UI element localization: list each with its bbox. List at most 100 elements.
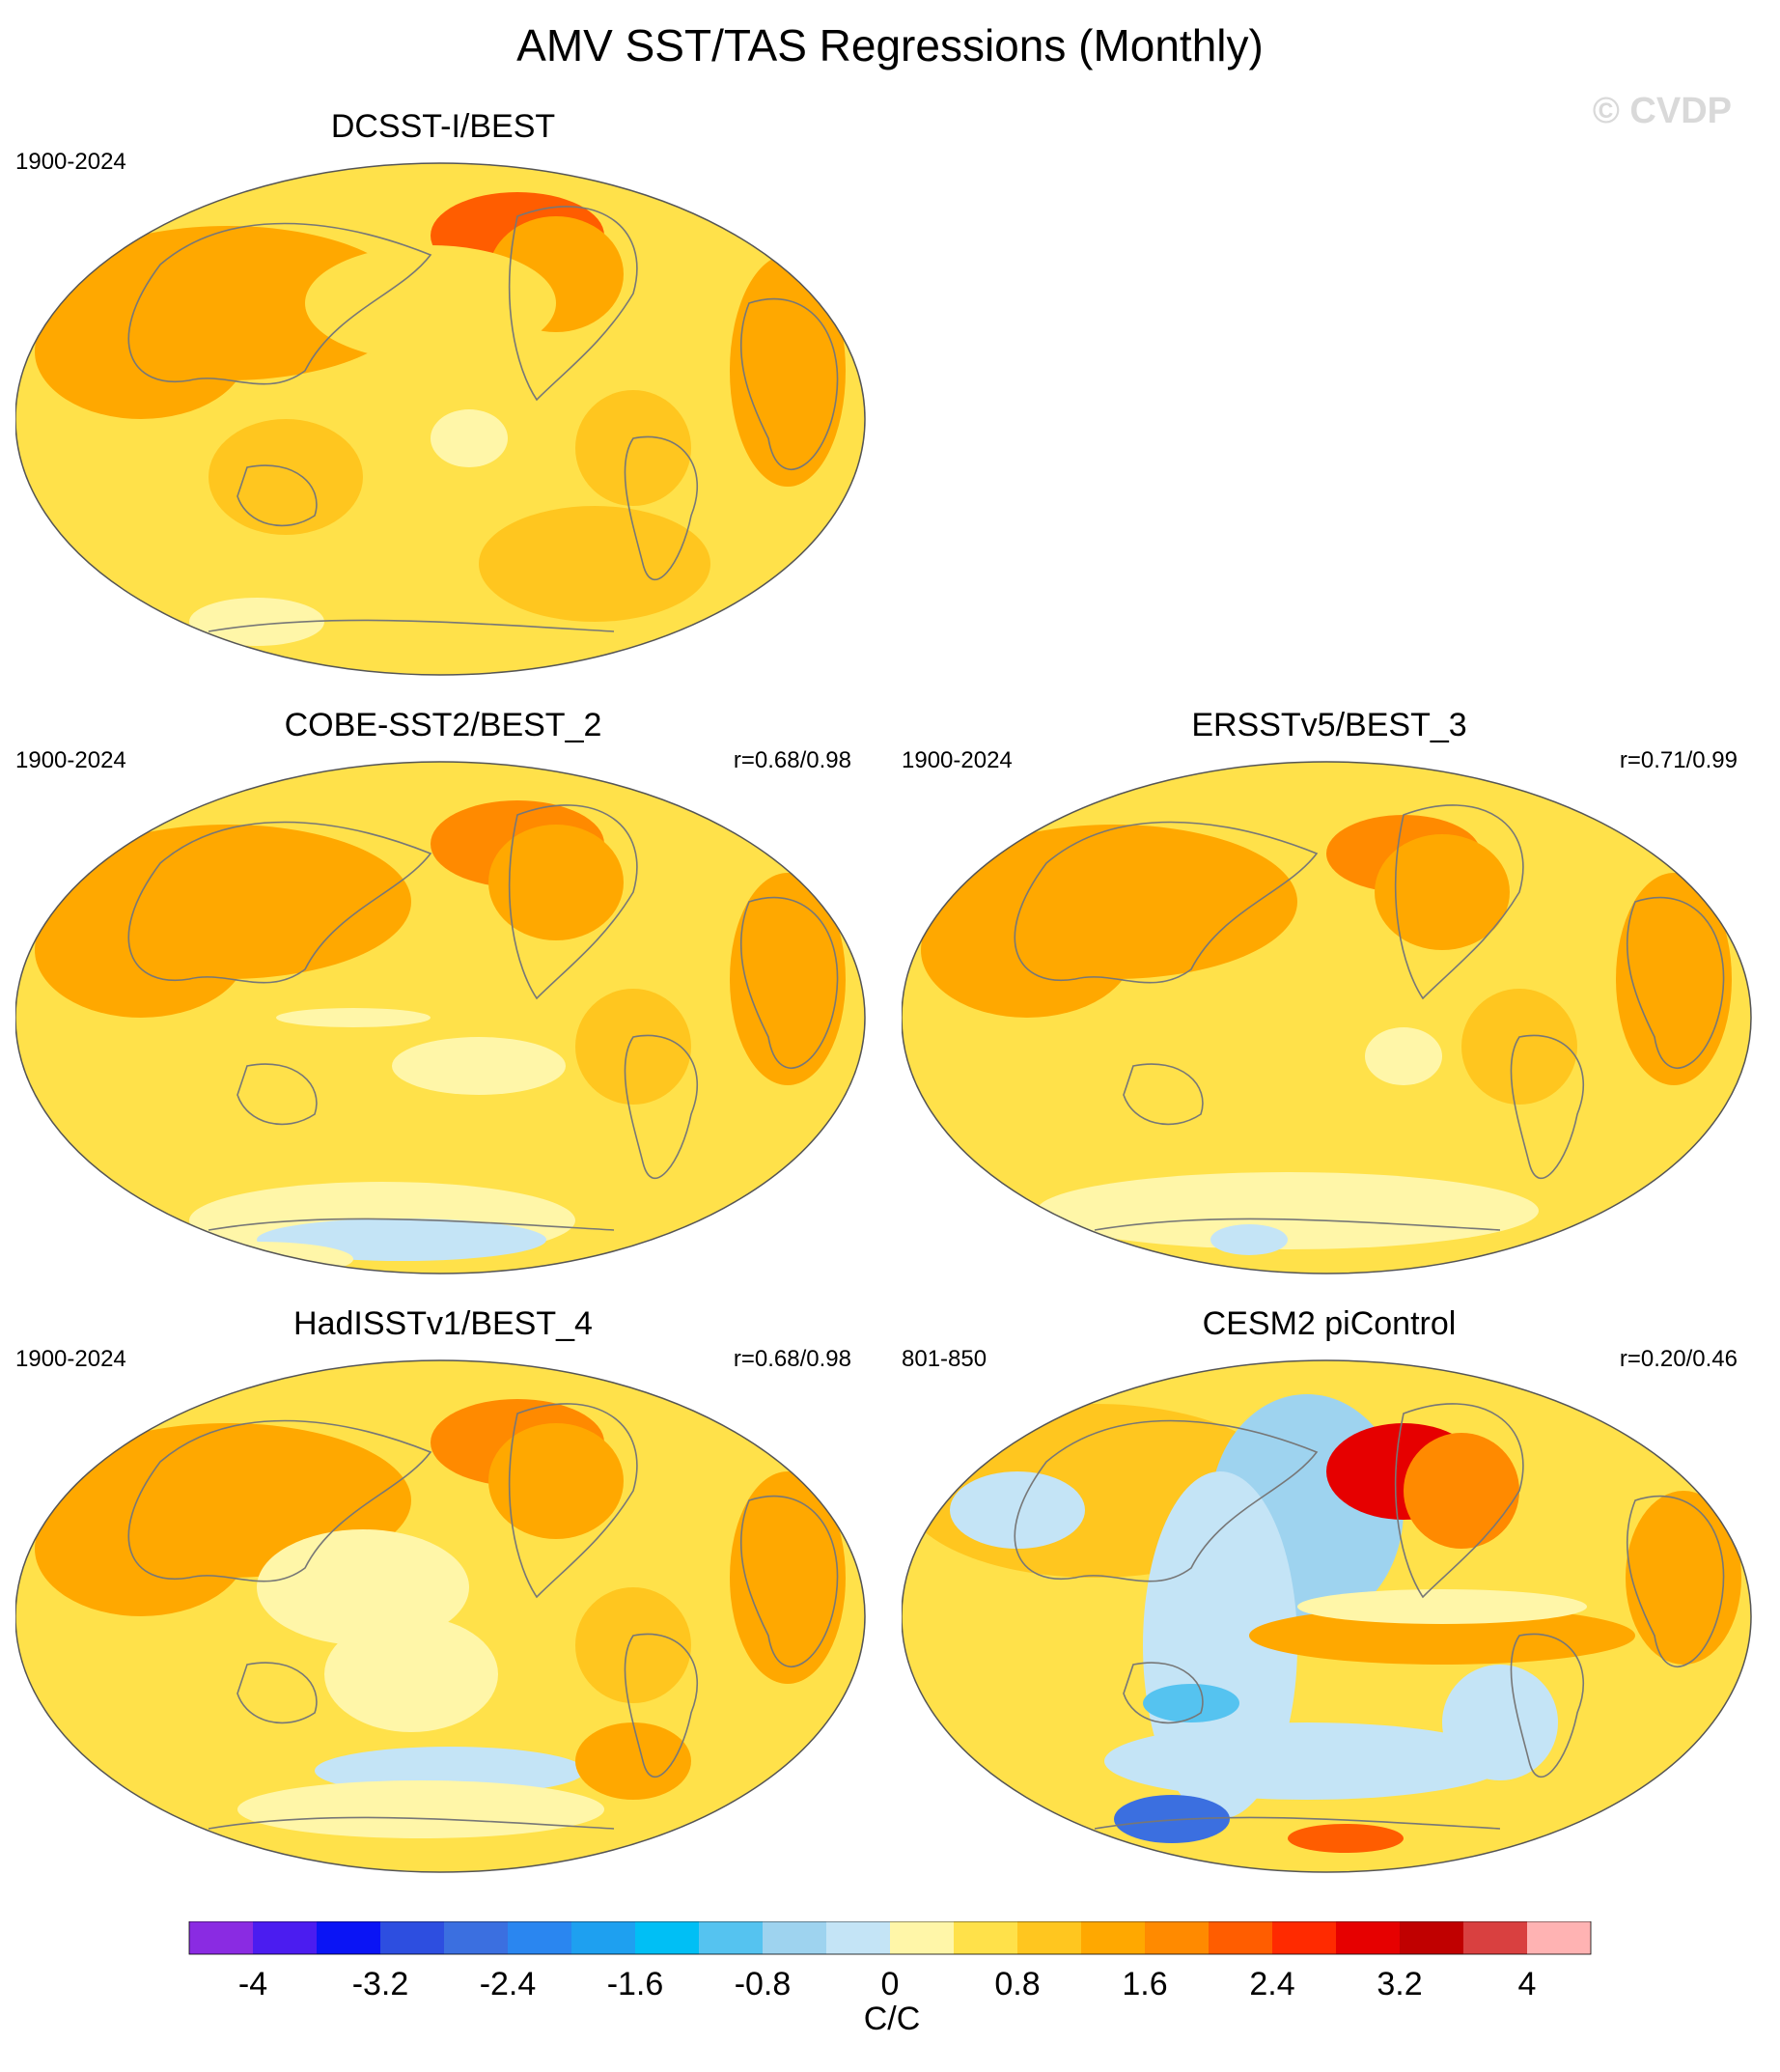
panel-cesm2: CESM2 piControl 801-850 r=0.20/0.46 — [886, 1305, 1772, 1904]
coastline — [739, 1495, 839, 1667]
colorbar-tick-label: 3.2 — [1377, 1966, 1422, 2002]
coastline — [1510, 1633, 1585, 1778]
colorbar-swatch — [763, 1921, 826, 1954]
field-blob — [1404, 1433, 1519, 1549]
map-border — [15, 1359, 866, 1873]
field-blob — [35, 882, 247, 1018]
coastline — [236, 464, 318, 527]
panel-correlation: r=0.68/0.98 — [733, 747, 851, 773]
colorbar-swatch — [1145, 1921, 1209, 1954]
panel-title: HadISSTv1/BEST_4 — [293, 1305, 593, 1342]
colorbar-tick-label: 0.8 — [994, 1966, 1040, 2002]
colorbar-swatch — [253, 1921, 317, 1954]
field-blob — [431, 409, 508, 467]
coastline — [236, 1063, 318, 1126]
coastline — [1123, 1662, 1204, 1724]
field-blob — [189, 598, 324, 646]
colorbar-swatch — [826, 1921, 890, 1954]
coastline — [739, 896, 839, 1069]
coastline — [1014, 1419, 1319, 1582]
field-blob — [488, 1423, 624, 1539]
field-blob — [1210, 1224, 1288, 1255]
panel-period: 1900-2024 — [15, 1346, 126, 1372]
coastline — [508, 1403, 638, 1599]
coastline — [624, 1034, 699, 1179]
world-map — [902, 761, 1752, 1274]
colorbar-tick-label: -2.4 — [480, 1966, 537, 2002]
field-blob — [575, 1722, 691, 1800]
colorbar-swatch — [1209, 1921, 1272, 1954]
colorbar-swatch — [635, 1921, 699, 1954]
colorbar-swatch — [571, 1921, 635, 1954]
field-blob — [160, 1242, 353, 1274]
colorbar-swatch — [1272, 1921, 1336, 1954]
field-blob — [921, 882, 1133, 1018]
colorbar-swatch — [317, 1921, 380, 1954]
field-blob — [1461, 989, 1577, 1105]
panel-correlation: r=0.20/0.46 — [1619, 1346, 1738, 1372]
world-map — [15, 1359, 866, 1873]
field-blob — [237, 1780, 604, 1838]
colorbar-tick-label: 4 — [1518, 1966, 1537, 2002]
field-blob — [730, 873, 846, 1085]
field-blob — [1442, 1665, 1558, 1780]
panel-dcsst: DCSST-I/BEST 1900-2024 — [0, 108, 886, 707]
colorbar-swatch — [380, 1921, 444, 1954]
coastline — [127, 821, 432, 984]
map-border — [902, 1359, 1752, 1873]
colorbar-tick-label: -4 — [238, 1966, 267, 2002]
coastline — [127, 222, 432, 385]
panel-ersst: ERSSTv5/BEST_3 1900-2024 r=0.71/0.99 — [886, 707, 1772, 1305]
coastline — [1394, 804, 1524, 1000]
colorbar-swatch — [954, 1921, 1017, 1954]
coastline — [1014, 821, 1319, 984]
colorbar-tick-label: 0 — [881, 1966, 900, 2002]
coastline — [208, 1218, 615, 1231]
figure-title: AMV SST/TAS Regressions (Monthly) — [516, 20, 1264, 70]
colorbar-tick-label: -3.2 — [352, 1966, 409, 2002]
coastline — [236, 1662, 318, 1724]
coastline — [508, 206, 638, 402]
panel-period: 1900-2024 — [15, 747, 126, 773]
field-blob — [1249, 1607, 1635, 1665]
map-border — [15, 761, 866, 1274]
colorbar-swatch — [1336, 1921, 1400, 1954]
colorbar-swatch — [1527, 1921, 1591, 1954]
panel-title: COBE-SST2/BEST_2 — [284, 707, 602, 743]
colorbar-swatch — [1400, 1921, 1463, 1954]
field-blob — [575, 390, 691, 506]
field-blob — [209, 419, 363, 535]
coastline — [624, 1633, 699, 1778]
panel-title: ERSSTv5/BEST_3 — [1191, 707, 1467, 743]
colorbar: -4 -3.2 -2.4 -1.6 -0.8 0 0.8 1.6 2.4 3.2 4 C/C — [188, 1921, 1592, 2037]
field-blob — [1288, 1824, 1404, 1853]
panel-title: DCSST-I/BEST — [330, 108, 556, 145]
field-blob — [1616, 873, 1732, 1085]
coastline — [624, 435, 699, 580]
colorbar-tick-label: 1.6 — [1122, 1966, 1167, 2002]
field-blob — [488, 825, 624, 940]
coastline — [1510, 1034, 1585, 1179]
field-blob — [575, 1587, 691, 1703]
map-border — [15, 162, 866, 676]
coastline — [208, 1816, 615, 1830]
cvdp-watermark: © CVDP — [1592, 91, 1732, 131]
field-blob — [1626, 1491, 1741, 1665]
coastline — [1626, 896, 1725, 1069]
colorbar-swatch — [508, 1921, 571, 1954]
panel-period: 801-850 — [902, 1346, 987, 1372]
colorbar-swatch — [444, 1921, 508, 1954]
coastline — [1094, 1218, 1501, 1231]
colorbar-swatch — [890, 1921, 954, 1954]
world-map — [15, 761, 866, 1274]
panel-period: 1900-2024 — [902, 747, 1013, 773]
panel-hadisst: HadISSTv1/BEST_4 1900-2024 r=0.68/0.98 — [0, 1305, 886, 1904]
field-blob — [730, 255, 846, 487]
field-blob — [950, 1471, 1085, 1549]
map-border — [902, 761, 1752, 1274]
field-blob — [324, 1616, 498, 1732]
colorbar-frame — [188, 1921, 1592, 1955]
colorbar-tick-label: -1.6 — [607, 1966, 664, 2002]
coastline — [1626, 1495, 1725, 1667]
coastline — [127, 1419, 432, 1582]
